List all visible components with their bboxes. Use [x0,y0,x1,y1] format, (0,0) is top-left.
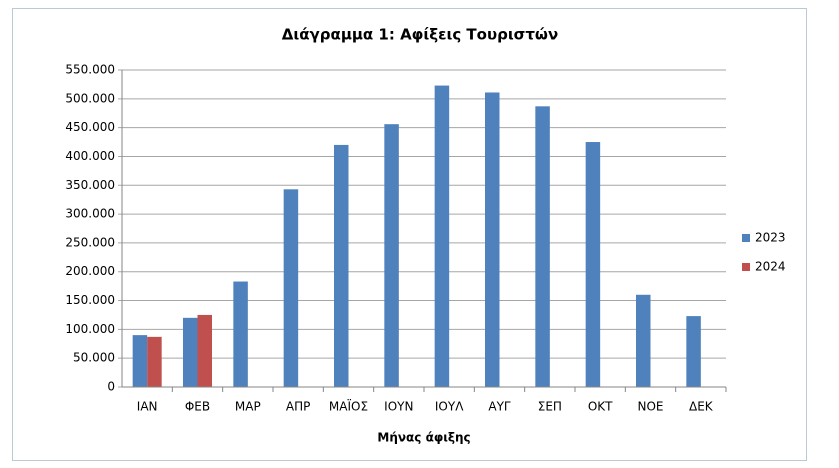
bar [233,281,248,387]
y-tick-label: 0 [107,380,115,394]
bar [535,106,550,387]
y-tick-label: 500.000 [65,91,115,105]
x-tick-label: ΣΕΠ [538,400,562,414]
y-tick-label: 350.000 [65,178,115,192]
y-tick-label: 150.000 [65,293,115,307]
bar [132,335,148,387]
bar [585,142,601,387]
bar [147,336,162,387]
x-tick-label: ΜΑΡ [235,400,261,414]
bar [197,314,212,387]
bar [434,85,450,387]
x-tick-label: ΦΕΒ [185,400,210,414]
bar [686,316,701,387]
x-tick-label: ΜΑΪΟΣ [329,399,368,414]
x-tick-label: ΙΟΥΝ [384,400,413,414]
legend-swatch [742,263,750,271]
y-tick-label: 200.000 [65,264,115,278]
x-tick-label: ΑΥΓ [488,400,511,414]
chart-title: Διάγραμμα 1: Αφίξεις Τουριστών [282,26,558,44]
y-tick-label: 100.000 [65,322,115,336]
y-tick-label: 300.000 [65,207,115,221]
chart-border [12,8,807,461]
y-tick-label: 50.000 [73,351,115,365]
x-tick-label: ΝΟΕ [637,400,663,414]
bar [384,124,399,387]
legend-label: 2024 [755,260,786,274]
x-tick-label: ΟΚΤ [588,400,613,414]
y-tick-label: 400.000 [65,149,115,163]
x-tick-label: ΔΕΚ [689,400,714,414]
y-tick-label: 250.000 [65,235,115,249]
bar [183,317,198,387]
bar [485,92,500,387]
y-tick-label: 450.000 [65,120,115,134]
x-axis-title: Μήνας άφιξης [377,431,470,445]
x-tick-label: ΑΠΡ [286,400,310,414]
legend-swatch [742,234,750,242]
x-tick-label: ΙΟΥΛ [435,400,464,414]
bar [283,189,299,387]
y-tick-label: 550.000 [65,63,115,77]
bar [636,294,651,387]
x-tick-label: ΙΑΝ [137,400,158,414]
legend-label: 2023 [755,231,786,245]
bar [334,144,349,387]
